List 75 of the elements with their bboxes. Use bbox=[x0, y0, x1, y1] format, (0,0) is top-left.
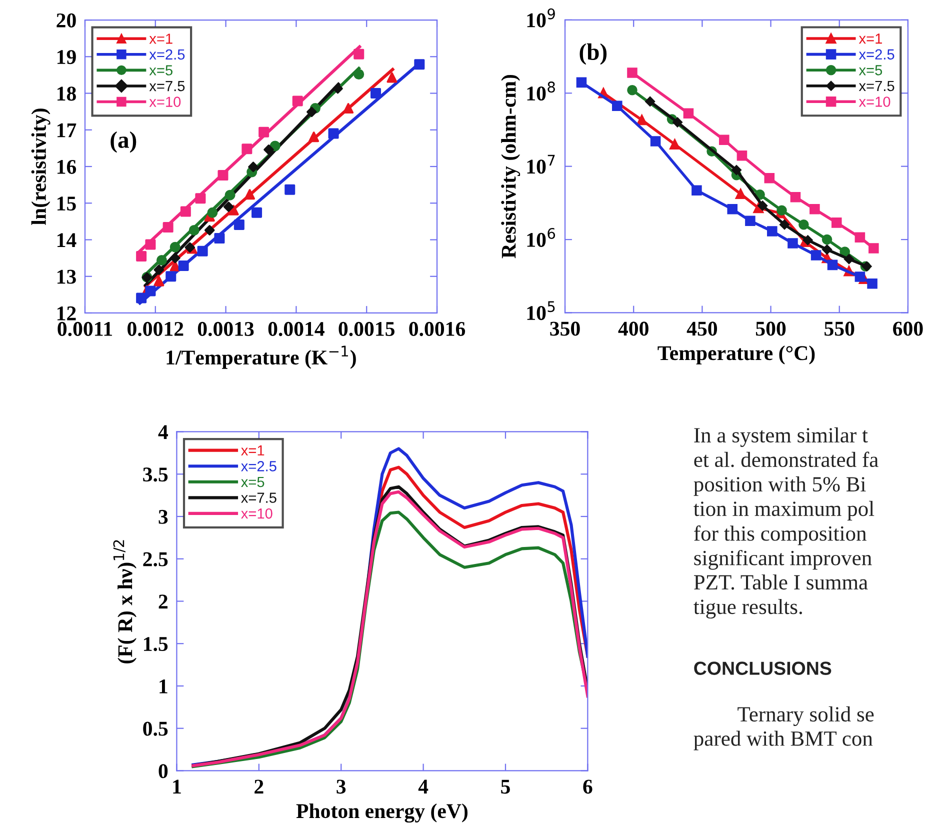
text: CONCLUSIONS bbox=[694, 662, 832, 675]
x-tick-label: 1 bbox=[173, 780, 181, 794]
y-tick-label: 2 bbox=[158, 594, 168, 608]
y-tick-label: 10$^{7}$ bbox=[527, 154, 555, 174]
text: significant improven bbox=[694, 550, 872, 570]
x-tick-label: 0.0011 bbox=[58, 322, 112, 336]
y-tick-label: 0.5 bbox=[143, 722, 168, 736]
text: pared with BMT con bbox=[694, 730, 873, 750]
y-tick-label: 4 bbox=[158, 425, 168, 439]
x-tick-label: 0.0015 bbox=[338, 322, 394, 336]
y-tick-label: 18 bbox=[57, 86, 76, 101]
legend-label: x=10 bbox=[858, 96, 890, 107]
y-tick-label: 1 bbox=[160, 679, 168, 694]
text: tigue results. bbox=[694, 598, 802, 619]
text: et al. demonstrated fa bbox=[694, 452, 878, 468]
x-axis-title: Temperature (°C) bbox=[658, 346, 815, 364]
text: In a system similar t bbox=[694, 427, 868, 447]
y-tick-label: 3 bbox=[158, 510, 168, 524]
y-tick-label: 1.5 bbox=[144, 637, 168, 652]
legend-label: x=5 bbox=[149, 65, 172, 76]
y-tick-label: 10$^{8}$ bbox=[527, 82, 555, 101]
x-axis-title: 1/Temperature (K$^{−1}$) bbox=[166, 346, 356, 369]
y-tick-label: 14 bbox=[57, 233, 76, 247]
y-tick-label: 20 bbox=[56, 13, 76, 28]
legend-label: x=7.5 bbox=[149, 81, 185, 92]
text: position with 5% Bi bbox=[694, 476, 866, 496]
x-tick-label: 2 bbox=[254, 780, 264, 794]
y-tick-label: 16 bbox=[57, 160, 76, 174]
legend-label: x=1 bbox=[149, 34, 172, 44]
x-tick-label: 450 bbox=[686, 322, 718, 336]
y-axis-title: (F( R) x hν)$^{1/2}$ bbox=[113, 540, 136, 664]
y-tick-label: 2.5 bbox=[143, 552, 168, 566]
x-tick-label: 0.0012 bbox=[128, 322, 184, 336]
x-tick-label: 4 bbox=[418, 780, 428, 794]
legend-label: x=7.5 bbox=[858, 80, 894, 92]
legend-label: x=2.5 bbox=[149, 49, 185, 60]
x-tick-label: 600 bbox=[893, 322, 923, 336]
text: Ternary solid se bbox=[738, 706, 874, 726]
y-tick-label: 10$^{5}$ bbox=[527, 301, 555, 320]
y-tick-label: 0 bbox=[158, 764, 168, 778]
x-tick-label: 0.0013 bbox=[198, 322, 254, 336]
legend-label: x=10 bbox=[149, 96, 181, 107]
x-tick-label: 500 bbox=[756, 322, 786, 336]
y-tick-label: 13 bbox=[57, 270, 76, 284]
x-axis-title: Photon energy (eV) bbox=[296, 803, 468, 823]
text: tion in maximum pol bbox=[694, 500, 874, 520]
legend-label: x=2.5 bbox=[858, 49, 894, 60]
y-tick-label: 10$^{9}$ bbox=[527, 8, 555, 28]
y-tick-label: 12 bbox=[57, 306, 76, 320]
legend-label: x=7.5 bbox=[241, 492, 276, 503]
legend-label: x=2.5 bbox=[241, 461, 276, 472]
x-tick-label: 3 bbox=[336, 780, 346, 794]
x-tick-label: 400 bbox=[618, 322, 648, 336]
y-tick-label: 3.5 bbox=[143, 468, 168, 482]
y-tick-label: 19 bbox=[57, 50, 76, 64]
x-tick-label: 5 bbox=[501, 780, 510, 794]
annotation: (a) bbox=[110, 131, 136, 153]
x-tick-label: 350 bbox=[550, 322, 580, 336]
y-tick-label: 15 bbox=[57, 196, 76, 211]
y-axis-title: Resistivity (ohm-cm) bbox=[501, 74, 520, 258]
text: PZT. Table I summa bbox=[694, 574, 868, 590]
y-tick-label: 17 bbox=[57, 123, 76, 138]
x-tick-label: 6 bbox=[583, 780, 592, 794]
x-tick-label: 550 bbox=[824, 322, 854, 336]
legend-label: x=10 bbox=[241, 508, 272, 519]
y-tick-label: 10$^{6}$ bbox=[527, 228, 556, 247]
legend-label: x=1 bbox=[241, 445, 264, 456]
x-tick-label: 0.0014 bbox=[268, 322, 324, 336]
y-axis-title: ln(resistivity) bbox=[31, 108, 50, 225]
x-tick-label: 0.0016 bbox=[409, 322, 466, 336]
legend-label: x=1 bbox=[858, 34, 882, 44]
annotation: (b) bbox=[580, 43, 607, 65]
legend-label: x=5 bbox=[241, 476, 264, 488]
text: for this composition bbox=[694, 525, 866, 546]
legend-label: x=5 bbox=[858, 65, 882, 76]
